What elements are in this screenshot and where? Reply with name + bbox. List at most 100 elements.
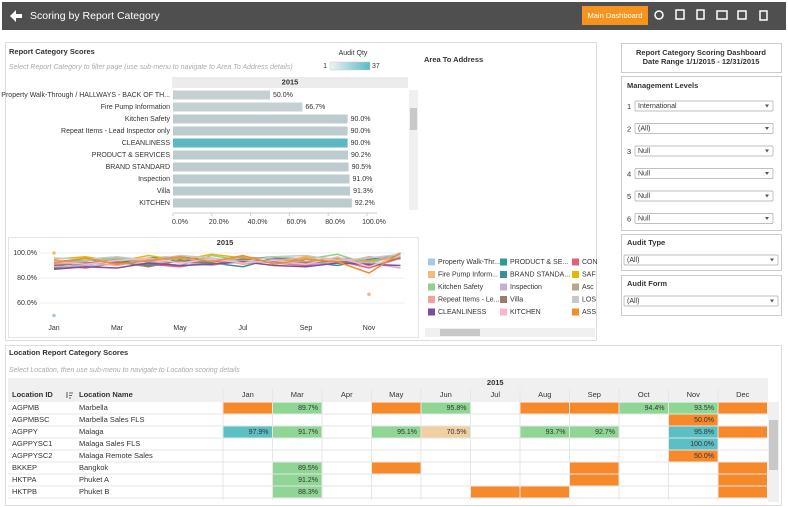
calendar-icon[interactable] <box>675 9 685 20</box>
score-cell <box>718 426 767 438</box>
main-dashboard-button[interactable] <box>582 6 648 25</box>
bar-scroll-thumb[interactable] <box>410 108 417 130</box>
score-label: 100.0% <box>690 441 714 448</box>
legend-label: Fire Pump Inform... <box>438 271 498 278</box>
score-cell <box>421 426 470 438</box>
table-header-bg <box>8 378 768 402</box>
location-subtitle: Select Location, then use sub-menu to na… <box>9 367 240 374</box>
score-label: 95.1% <box>397 429 417 436</box>
location-name: Marbella <box>79 403 109 412</box>
bar <box>173 162 349 172</box>
location-id: BKKEP <box>12 463 37 472</box>
level-number: 3 <box>627 147 631 156</box>
level-dropdown[interactable] <box>634 190 774 202</box>
bar-value-label: 90.0% <box>351 128 371 135</box>
x-tick-label: Jul <box>239 325 248 332</box>
series-line <box>53 252 401 274</box>
legend-min: 1 <box>323 63 327 70</box>
score-cell <box>520 486 569 498</box>
bar-value-label: 91.3% <box>353 188 373 195</box>
score-cell <box>273 462 322 474</box>
legend-label: Inspection <box>510 284 542 291</box>
legend-scrollbar[interactable] <box>425 328 595 337</box>
score-label: 91.2% <box>298 477 318 484</box>
score-label: 89.7% <box>298 405 318 412</box>
sort-icon[interactable] <box>66 392 73 399</box>
score-cell <box>718 474 767 486</box>
level-dropdown[interactable] <box>634 100 774 112</box>
audit-form-dropdown[interactable] <box>623 295 779 307</box>
score-cell <box>372 402 421 414</box>
legend-swatch <box>428 308 435 316</box>
series-line <box>53 253 401 263</box>
score-cell <box>520 426 569 438</box>
management-title: Management Levels <box>627 81 698 90</box>
bar <box>173 126 348 136</box>
export-icon[interactable] <box>716 10 728 20</box>
bar <box>173 186 351 196</box>
location-id: AGPPY <box>12 427 38 436</box>
month-header: Jan <box>242 390 254 399</box>
x-tick-label: 100.0% <box>362 219 386 226</box>
score-label: 95.8% <box>694 429 714 436</box>
document-icon[interactable] <box>696 9 705 20</box>
name-header: Location Name <box>79 390 133 399</box>
x-tick-label: Sep <box>300 325 313 332</box>
score-cell <box>669 414 718 426</box>
level-dropdown-value: Null <box>638 170 651 177</box>
level-dropdown-arrow <box>765 217 769 220</box>
area-title: Area To Address <box>424 55 483 64</box>
x-tick-label: 80.0% <box>325 219 345 226</box>
score-label: 93.5% <box>694 405 714 412</box>
legend-max: 37 <box>372 63 380 70</box>
legend-label: Property Walk-Thr... <box>438 259 500 266</box>
back-button[interactable] <box>10 10 22 22</box>
legend-label: Villa <box>510 296 523 303</box>
page-title: Scoring by Report Category <box>30 10 160 22</box>
score-cell <box>669 426 718 438</box>
bar-scrollbar[interactable] <box>409 90 418 210</box>
x-tick-label: 60.0% <box>286 219 306 226</box>
month-header: Apr <box>341 390 353 399</box>
level-dropdown[interactable] <box>634 213 774 224</box>
bar-value-label: 50.0% <box>273 92 293 99</box>
score-cell <box>570 474 619 486</box>
score-cell <box>223 402 272 414</box>
line-point <box>367 292 371 297</box>
level-dropdown[interactable] <box>634 168 774 179</box>
score-cell <box>718 402 767 414</box>
legend-label: BRAND STANDA... <box>510 271 570 278</box>
score-cell <box>570 462 619 474</box>
bar-value-label: 90.0% <box>351 116 371 123</box>
refresh-icon[interactable] <box>654 10 664 20</box>
location-id: AGPMB <box>12 403 39 412</box>
score-label: 91.7% <box>298 429 318 436</box>
legend-swatch <box>572 271 579 278</box>
legend-label: PRODUCT & SE... <box>510 259 568 266</box>
audit-type-dropdown-value: (All) <box>627 257 639 264</box>
category-label: CLEANLINESS <box>122 140 171 147</box>
level-dropdown-value: (All) <box>638 125 650 132</box>
edit-icon[interactable] <box>737 10 747 20</box>
legend-label: SAF <box>582 271 596 278</box>
month-header: Mar <box>291 390 304 399</box>
delete-icon[interactable] <box>759 10 768 21</box>
filters-title: Report Category Scoring Dashboard <box>636 48 766 57</box>
score-cell <box>273 426 322 438</box>
level-dropdown[interactable] <box>634 123 774 134</box>
month-header: May <box>389 390 403 399</box>
toolbar <box>654 9 768 21</box>
main-dashboard-label: Main Dashboard <box>587 11 642 20</box>
legend-scroll-thumb[interactable] <box>440 329 480 336</box>
bar <box>173 138 348 148</box>
audit-type-dropdown-arrow <box>770 258 774 262</box>
x-tick-label: 0.0% <box>172 219 188 226</box>
table-scroll-thumb[interactable] <box>769 420 778 470</box>
level-dropdown-value: Null <box>638 148 651 155</box>
bar <box>173 150 348 160</box>
level-dropdown[interactable] <box>634 145 774 157</box>
audit-type-dropdown[interactable] <box>623 254 779 266</box>
score-cell <box>718 462 767 474</box>
score-label: 93.7% <box>546 429 566 436</box>
